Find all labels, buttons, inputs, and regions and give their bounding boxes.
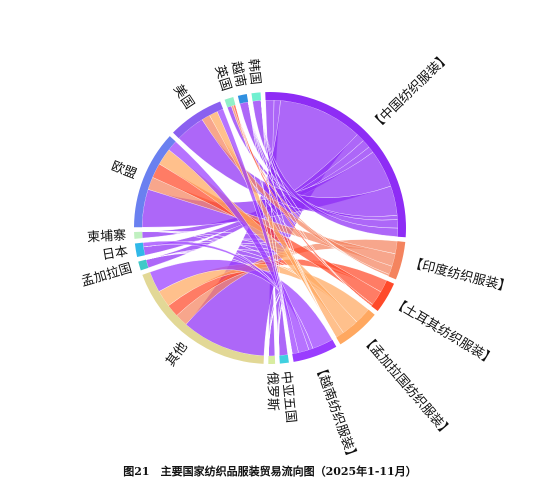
group-arc (336, 309, 375, 345)
caption: 图21 主要国家纺织品服装贸易流向图（2025年1-11月） (123, 464, 416, 478)
group-label: 越南 (228, 60, 249, 89)
group-arc (279, 354, 289, 364)
group-label: 俄罗斯 (264, 372, 279, 411)
group-arc (173, 101, 224, 139)
ribbon (247, 101, 293, 355)
group-arc (134, 136, 176, 228)
group-arc (292, 339, 337, 362)
ribbon (252, 100, 399, 237)
group-label: 英国 (211, 64, 233, 93)
group-arc (134, 242, 145, 258)
group-arc (134, 231, 143, 239)
group-arc (371, 280, 395, 312)
group-label: 欧盟 (109, 159, 139, 182)
group-arc (268, 355, 276, 364)
group-label: 【孟加拉国纺织服装】 (358, 332, 454, 440)
group-label: 其他 (163, 340, 190, 370)
group-label: 柬埔寨 (87, 227, 127, 245)
group-arc (224, 97, 236, 108)
ribbon (268, 287, 333, 356)
group-label: 中亚五国 (278, 370, 298, 423)
group-label: 日本 (101, 244, 129, 263)
group-arc (142, 272, 264, 364)
group-label: 韩国 (245, 58, 263, 85)
group-label: 【中国纺织服装】 (368, 50, 453, 133)
ribbon (277, 287, 333, 356)
ribbon (260, 100, 293, 355)
group-arc (138, 259, 149, 271)
group-label: 孟加拉国 (80, 261, 134, 290)
group-arc (251, 92, 262, 102)
group-label: 【越南纺织服装】 (311, 361, 361, 464)
group-label: 【土耳其纺织服装】 (390, 296, 498, 369)
group-arc (388, 241, 406, 280)
group-arc (237, 93, 249, 104)
ribbon (235, 104, 293, 355)
group-label: 美国 (170, 82, 197, 112)
group-label: 【印度纺织服装】 (408, 255, 513, 296)
